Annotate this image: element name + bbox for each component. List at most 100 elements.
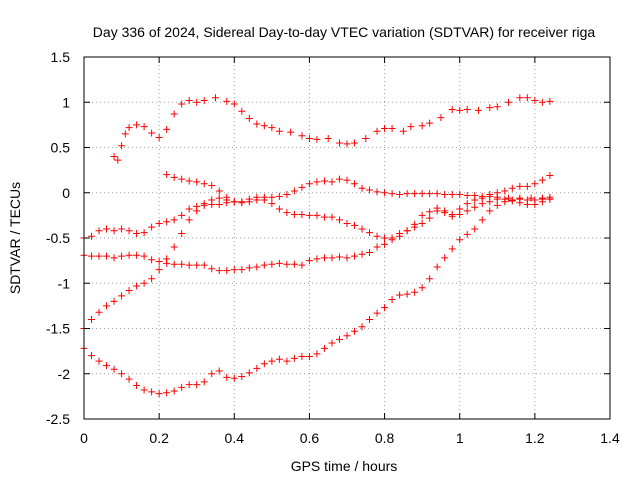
data-point xyxy=(125,251,133,259)
data-point xyxy=(178,383,186,391)
data-point xyxy=(351,139,359,147)
data-point xyxy=(426,190,434,198)
data-point xyxy=(508,196,516,204)
data-point xyxy=(298,183,306,191)
data-point xyxy=(448,210,456,218)
data-point xyxy=(493,201,501,209)
data-point xyxy=(200,200,208,208)
data-point xyxy=(118,252,126,260)
data-point xyxy=(373,188,381,196)
y-tick-label: 0 xyxy=(62,185,70,201)
data-point xyxy=(508,184,516,192)
data-point xyxy=(178,100,186,108)
data-point xyxy=(305,353,313,361)
data-point xyxy=(313,135,321,143)
ticks-layer xyxy=(83,56,611,420)
data-point xyxy=(121,130,129,138)
data-point xyxy=(516,194,524,202)
data-point xyxy=(260,360,268,368)
data-point xyxy=(148,256,156,264)
series-trace-1 xyxy=(110,94,554,164)
data-point xyxy=(471,203,479,211)
data-point xyxy=(546,195,554,203)
data-point xyxy=(320,177,328,185)
data-point xyxy=(441,191,449,199)
data-point xyxy=(245,369,253,377)
data-point xyxy=(305,180,313,188)
data-point xyxy=(185,381,193,389)
data-point xyxy=(148,129,156,137)
y-tick-label: -1 xyxy=(58,275,71,291)
data-point xyxy=(275,192,283,200)
data-point xyxy=(433,190,441,198)
data-point xyxy=(448,191,456,199)
data-point xyxy=(88,315,96,323)
data-point xyxy=(403,227,411,235)
data-point xyxy=(366,315,374,323)
data-point xyxy=(238,107,246,115)
x-tick-label: 1.4 xyxy=(600,430,620,446)
data-point xyxy=(178,211,186,219)
data-point xyxy=(163,218,171,226)
data-point xyxy=(163,171,171,179)
data-point xyxy=(88,252,96,260)
data-point xyxy=(478,194,486,202)
data-point xyxy=(103,252,111,260)
data-point xyxy=(335,253,343,261)
data-point xyxy=(527,194,535,202)
data-point xyxy=(95,357,103,365)
data-point xyxy=(290,210,298,218)
data-point xyxy=(283,357,291,365)
data-point xyxy=(366,229,374,237)
data-point xyxy=(433,204,441,212)
data-point xyxy=(403,190,411,198)
series-trace-4 xyxy=(80,172,554,275)
data-point xyxy=(193,178,201,186)
data-point xyxy=(335,335,343,343)
data-point xyxy=(185,96,193,104)
data-point xyxy=(298,210,306,218)
data-point xyxy=(538,98,546,106)
data-point xyxy=(418,122,426,130)
data-point xyxy=(110,227,118,235)
data-point xyxy=(223,196,231,204)
data-point xyxy=(351,221,359,229)
data-point xyxy=(193,98,201,106)
data-point xyxy=(373,243,381,251)
data-point xyxy=(456,191,464,199)
data-point xyxy=(163,255,171,263)
data-point xyxy=(133,121,141,129)
data-point xyxy=(320,254,328,262)
data-point xyxy=(505,98,513,106)
data-point xyxy=(223,373,231,381)
data-point xyxy=(193,261,201,269)
data-point xyxy=(133,382,141,390)
data-point xyxy=(103,302,111,310)
data-point xyxy=(471,225,479,233)
data-point xyxy=(140,252,148,260)
data-point xyxy=(103,362,111,370)
data-point xyxy=(283,260,291,268)
y-tick-labels: -2.5 -2 -1.5 -1 -0.5 0 0.5 1 1.5 xyxy=(46,49,70,427)
data-point xyxy=(411,220,419,228)
data-point xyxy=(275,127,283,135)
data-point xyxy=(208,265,216,273)
data-point xyxy=(125,124,133,132)
data-point xyxy=(238,372,246,380)
data-point xyxy=(95,227,103,235)
data-point xyxy=(433,263,441,271)
x-tick-label: 0.8 xyxy=(375,430,395,446)
data-point xyxy=(328,213,336,221)
x-tick-labels: 0 0.2 0.4 0.6 0.8 1 1.2 1.4 xyxy=(80,430,620,446)
series-layer xyxy=(80,94,554,398)
data-point xyxy=(215,194,223,202)
data-point xyxy=(501,187,509,195)
data-point xyxy=(170,243,178,251)
data-point xyxy=(538,176,546,184)
data-point xyxy=(290,260,298,268)
data-point xyxy=(133,251,141,259)
data-point xyxy=(324,134,332,142)
data-point xyxy=(125,375,133,383)
y-tick-label: -1.5 xyxy=(46,321,70,337)
